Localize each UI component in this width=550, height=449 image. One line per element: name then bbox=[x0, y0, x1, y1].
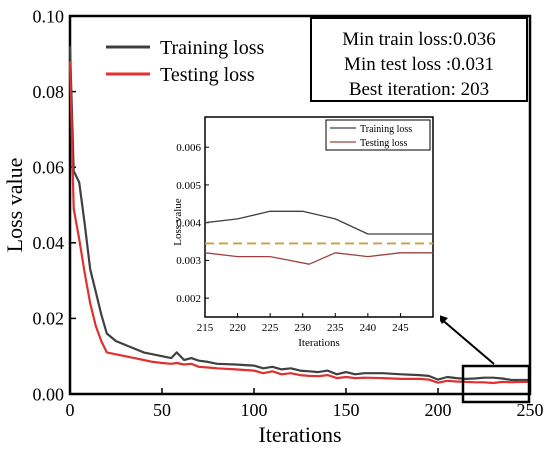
x-tick-label: 200 bbox=[425, 400, 452, 420]
inset-legend-training-label: Training loss bbox=[360, 124, 412, 135]
x-tick-label: 245 bbox=[392, 322, 409, 334]
main-plot: 0.00 0.02 0.04 0.06 0.08 0.10 0 50 100 150 200 250… bbox=[2, 6, 544, 447]
y-tick-label: 0.06 bbox=[33, 158, 65, 178]
inset-series bbox=[204, 210, 433, 265]
stats-box: Min train loss:0.036 Min test loss :0.03… bbox=[310, 17, 528, 102]
y-tick-label: 0.005 bbox=[176, 180, 201, 192]
main-legend: Training loss Testing loss bbox=[106, 37, 265, 86]
x-tick-label: 220 bbox=[229, 322, 246, 334]
x-tick-label: 215 bbox=[197, 322, 214, 334]
y-tick-label: 0.006 bbox=[176, 142, 201, 154]
inset-y-axis-label: Loss value bbox=[172, 198, 184, 245]
y-tick-label: 0.00 bbox=[33, 384, 65, 404]
main-x-ticks: 0 50 100 150 200 250 bbox=[66, 388, 544, 420]
y-tick-label: 0.08 bbox=[33, 82, 65, 102]
inset-legend-frame bbox=[325, 119, 431, 151]
stat-min-train-loss: Min train loss:0.036 bbox=[342, 29, 496, 50]
x-tick-label: 150 bbox=[333, 400, 360, 420]
stat-min-test-loss: Min test loss :0.031 bbox=[344, 54, 494, 75]
y-tick-label: 0.004 bbox=[176, 218, 201, 230]
legend-training-label: Training loss bbox=[160, 37, 265, 59]
inset-plot-frame bbox=[204, 116, 434, 318]
inset-x-axis-label: Iterations bbox=[298, 337, 340, 349]
zoom-arrow-line bbox=[439, 317, 495, 365]
x-tick-label: 235 bbox=[327, 322, 344, 334]
main-series bbox=[68, 46, 530, 385]
x-tick-label: 50 bbox=[153, 400, 171, 420]
series-line-training bbox=[68, 46, 530, 382]
y-tick-label: 0.04 bbox=[33, 233, 65, 253]
series-line-testing bbox=[204, 252, 433, 265]
main-plot-frame bbox=[68, 14, 532, 396]
y-tick-label: 0.003 bbox=[176, 255, 201, 267]
x-tick-label: 230 bbox=[294, 322, 311, 334]
y-tick-label: 0.10 bbox=[33, 6, 65, 26]
main-y-ticks: 0.00 0.02 0.04 0.06 0.08 0.10 bbox=[33, 6, 76, 404]
x-tick-label: 225 bbox=[262, 322, 279, 334]
x-tick-label: 0 bbox=[66, 400, 75, 420]
y-tick-label: 0.02 bbox=[33, 309, 65, 329]
main-y-axis-label: Loss value bbox=[2, 158, 27, 253]
inset-y-ticks: 0.002 0.003 0.004 0.005 0.006 bbox=[176, 142, 209, 305]
main-x-axis-label: Iterations bbox=[258, 422, 341, 447]
inset-x-ticks: 215 220 225 230 235 240 245 bbox=[197, 313, 409, 334]
inset-legend-testing-label: Testing loss bbox=[360, 138, 407, 149]
series-line-training bbox=[204, 210, 433, 235]
legend-testing-label: Testing loss bbox=[160, 64, 255, 86]
stat-best-iteration: Best iteration: 203 bbox=[349, 79, 489, 100]
y-tick-label: 0.002 bbox=[176, 293, 201, 305]
x-tick-label: 240 bbox=[360, 322, 377, 334]
inset-legend: Training loss Testing loss bbox=[325, 119, 431, 151]
stats-box-frame bbox=[310, 17, 528, 102]
zoom-region-box bbox=[461, 364, 531, 404]
x-tick-label: 250 bbox=[517, 400, 544, 420]
series-line-testing bbox=[68, 61, 530, 385]
inset-plot: 0.002 0.003 0.004 0.005 0.006 215 220 225 230 23… bbox=[172, 110, 440, 350]
x-tick-label: 100 bbox=[241, 400, 268, 420]
